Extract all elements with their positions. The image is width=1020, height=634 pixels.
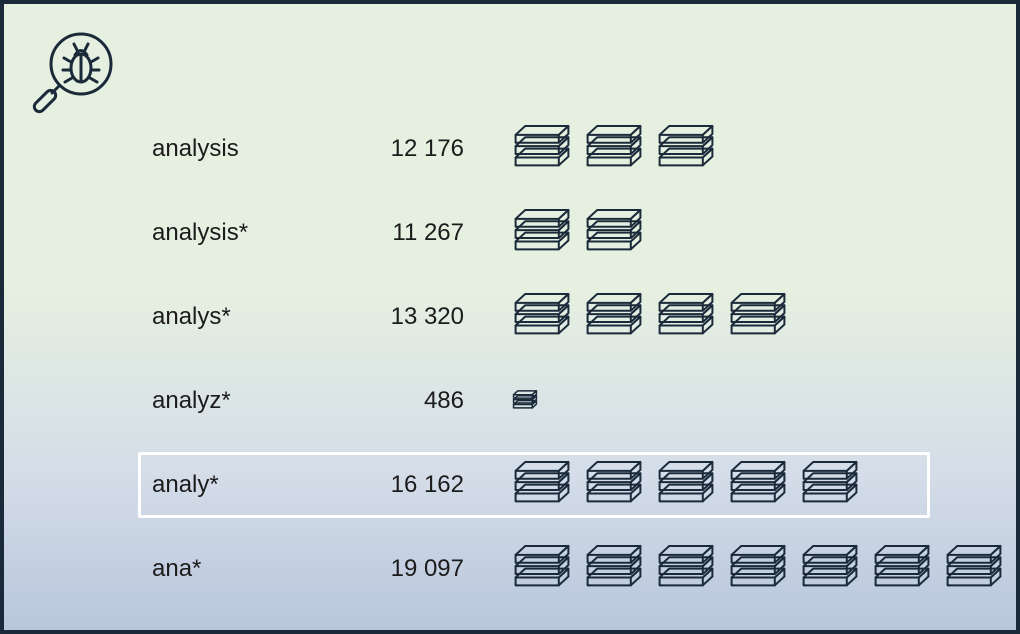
rows-container: analysis12 176 xyxy=(4,124,1016,628)
search-row: analys*13 320 xyxy=(4,292,1016,342)
search-term: analys* xyxy=(152,303,352,331)
book-stack-icon xyxy=(512,124,572,173)
book-stacks xyxy=(512,208,644,257)
book-stack-icon xyxy=(584,544,644,593)
book-stack-icon xyxy=(872,544,932,593)
book-stack-icon xyxy=(656,292,716,341)
book-stacks xyxy=(512,292,788,341)
result-count: 11 267 xyxy=(352,219,472,247)
book-stack-icon xyxy=(656,544,716,593)
book-stack-icon xyxy=(512,544,572,593)
book-stack-icon xyxy=(800,460,860,509)
book-stacks xyxy=(512,544,1004,593)
book-stack-icon xyxy=(584,208,644,257)
result-count: 16 162 xyxy=(352,471,472,499)
result-count: 19 097 xyxy=(352,555,472,583)
result-count: 486 xyxy=(352,387,472,415)
search-row: analysis12 176 xyxy=(4,124,1016,174)
search-term: analysis xyxy=(152,135,352,163)
search-row: analysis*11 267 xyxy=(4,208,1016,258)
book-stack-icon xyxy=(656,124,716,173)
search-term: analyz* xyxy=(152,387,352,415)
search-row: analy*16 162 xyxy=(4,460,1016,510)
book-stack-icon xyxy=(512,460,572,509)
book-stack-icon xyxy=(584,292,644,341)
book-stacks xyxy=(512,390,538,411)
book-stack-icon xyxy=(800,544,860,593)
book-stack-icon xyxy=(728,292,788,341)
search-row: ana*19 097 xyxy=(4,544,1016,594)
search-term: ana* xyxy=(152,555,352,583)
book-stack-icon xyxy=(728,460,788,509)
book-stack-small-icon xyxy=(512,390,538,411)
book-stack-icon xyxy=(728,544,788,593)
book-stack-icon xyxy=(512,208,572,257)
diagram-frame: analysis12 176 xyxy=(0,0,1020,634)
search-term: analysis* xyxy=(152,219,352,247)
search-row: analyz*486 xyxy=(4,376,1016,426)
bug-magnifier-icon xyxy=(26,24,126,129)
book-stack-icon xyxy=(584,460,644,509)
result-count: 12 176 xyxy=(352,135,472,163)
book-stacks xyxy=(512,124,716,173)
book-stack-icon xyxy=(944,544,1004,593)
book-stacks xyxy=(512,460,860,509)
book-stack-icon xyxy=(512,292,572,341)
result-count: 13 320 xyxy=(352,303,472,331)
book-stack-icon xyxy=(584,124,644,173)
search-term: analy* xyxy=(152,471,352,499)
book-stack-icon xyxy=(656,460,716,509)
